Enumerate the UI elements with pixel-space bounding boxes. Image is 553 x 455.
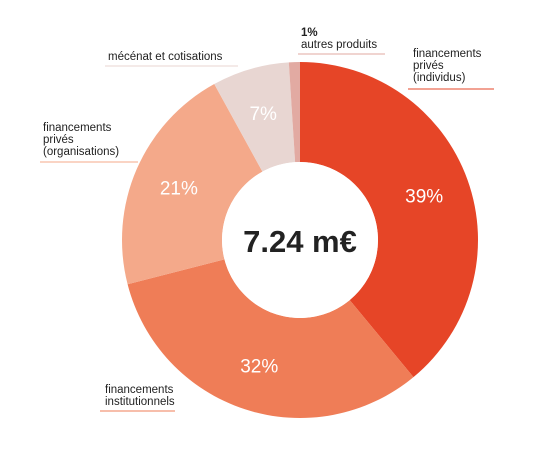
- donut-slice-private-individuals: [300, 62, 478, 378]
- donut-slice-institutional: [127, 259, 414, 418]
- other-products-percent: 1%: [301, 27, 318, 39]
- donut-center-hole: [222, 162, 378, 318]
- category-label-patronage: mécénat et cotisations: [108, 51, 223, 63]
- category-label-line: financements: [43, 122, 112, 134]
- slice-percent-label-private-individuals: 39%: [405, 186, 443, 207]
- category-label-private-individuals: financements privés (individus): [413, 48, 485, 84]
- category-label-line: privés: [43, 134, 74, 146]
- category-label-line: financements: [413, 48, 482, 60]
- slice-percent-label-patronage: 7%: [249, 104, 277, 125]
- slice-percent-label-private-organisations: 21%: [160, 179, 198, 200]
- category-label-line: (organisations): [43, 146, 119, 158]
- category-label-line: (individus): [413, 72, 466, 84]
- donut-slice-other-products: [288, 62, 300, 163]
- category-label-other-products: 1% autres produits: [301, 27, 377, 51]
- donut-slice-patronage: [214, 62, 296, 172]
- category-label-line: financements: [105, 384, 174, 396]
- center-total-label: 7.24 m€: [243, 224, 357, 259]
- category-label-line: autres produits: [301, 39, 377, 51]
- category-label-institutional: financements institutionnels: [105, 384, 177, 408]
- category-label-line: privés: [413, 60, 444, 72]
- donut-slice-private-organisations: [122, 84, 263, 285]
- slice-percent-label-institutional: 32%: [240, 357, 278, 378]
- category-label-private-organisations: financements privés (organisations): [43, 122, 119, 158]
- category-label-line: institutionnels: [105, 396, 175, 408]
- category-label-line: mécénat et cotisations: [108, 51, 223, 63]
